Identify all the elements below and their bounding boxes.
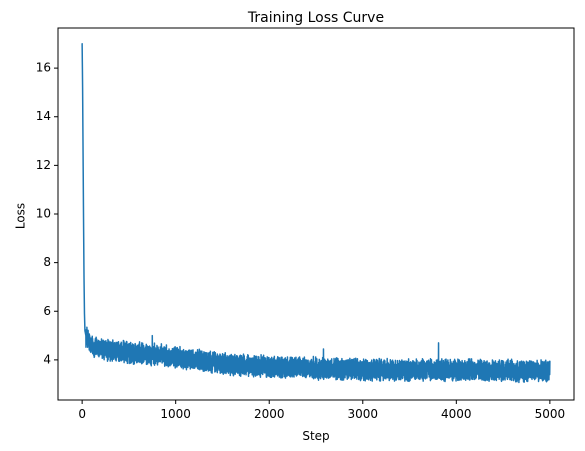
- series-layer: [81, 43, 551, 384]
- y-tick-label: 8: [43, 255, 51, 269]
- loss-series-line-0: [81, 43, 551, 384]
- chart-title: Training Loss Curve: [247, 10, 384, 26]
- y-tick-label: 6: [43, 304, 51, 318]
- x-tick-label: 4000: [441, 407, 472, 421]
- y-tick-label: 12: [36, 158, 51, 172]
- x-tick-label: 5000: [535, 407, 566, 421]
- x-tick-label: 1000: [160, 407, 191, 421]
- y-axis-label: Loss: [14, 203, 28, 229]
- x-tick-label: 3000: [347, 407, 378, 421]
- y-tick-label: 16: [36, 61, 51, 75]
- x-tick-label: 2000: [254, 407, 285, 421]
- y-axis-label-group: Loss: [14, 203, 28, 229]
- x-axis-label: Step: [302, 429, 329, 443]
- plot-frame: [57, 27, 575, 401]
- ticks-layer: 0 1000 2000 3000 4000 5000 4 6 8 10 12 14 16: [36, 61, 565, 421]
- y-tick-label: 14: [36, 109, 51, 123]
- x-tick-label: 0: [78, 407, 86, 421]
- y-tick-label: 10: [36, 207, 51, 221]
- y-tick-label: 4: [43, 352, 51, 366]
